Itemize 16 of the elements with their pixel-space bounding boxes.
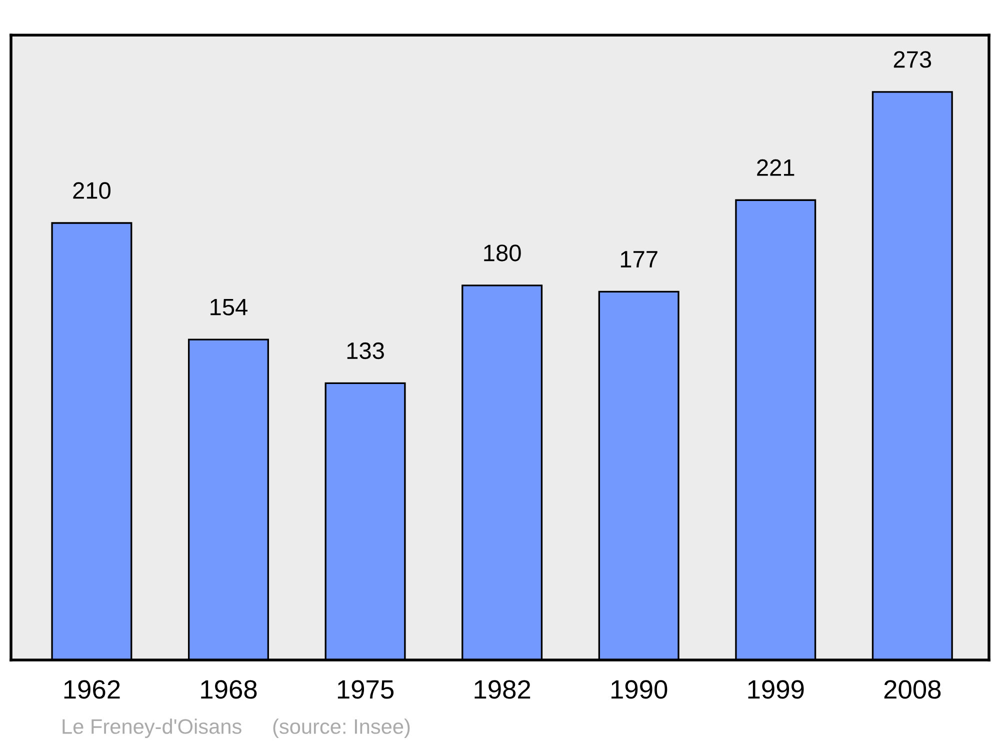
data-label: 210 — [73, 182, 110, 199]
x-tick-label: 1990 — [612, 680, 668, 699]
x-tick-label: 1962 — [64, 680, 120, 699]
data-label: 177 — [620, 251, 658, 268]
data-label: 180 — [484, 244, 521, 262]
data-label: 133 — [347, 342, 384, 360]
text: Le Freney-d'Oisans — [62, 718, 242, 738]
data-label: 273 — [894, 51, 932, 68]
x-tick-label: 2008 — [884, 680, 941, 699]
x-tick-label: 1982 — [474, 680, 530, 699]
data-label: 154 — [210, 298, 248, 316]
x-tick-label: 1999 — [748, 680, 804, 699]
x-tick-label: 1968 — [201, 680, 257, 699]
data-label: 221 — [757, 159, 794, 176]
text: (source: Insee) — [273, 718, 410, 738]
x-tick-label: 1975 — [338, 680, 394, 699]
